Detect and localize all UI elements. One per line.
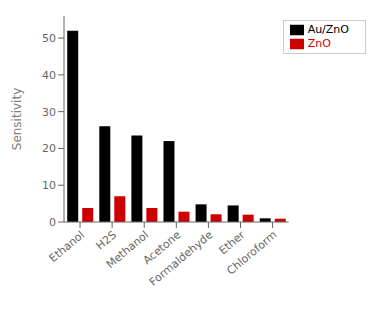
svg-text:Sensitivity: Sensitivity bbox=[10, 88, 24, 150]
svg-text:Formaldehyde: Formaldehyde bbox=[147, 228, 216, 289]
svg-text:Ethanol: Ethanol bbox=[47, 228, 87, 265]
svg-text:Methanol: Methanol bbox=[104, 228, 151, 271]
svg-text:10: 10 bbox=[42, 179, 56, 192]
svg-text:20: 20 bbox=[42, 142, 56, 155]
html-text:Au/ZnO: Au/ZnO bbox=[307, 23, 349, 36]
svg-text:Ether: Ether bbox=[216, 228, 248, 258]
svg-text:Chloroform: Chloroform bbox=[224, 228, 279, 277]
html-text:ZnO: ZnO bbox=[307, 37, 331, 50]
svg-text:40: 40 bbox=[42, 69, 56, 82]
svg-text:H2S: H2S bbox=[94, 228, 119, 252]
svg-text:50: 50 bbox=[42, 32, 56, 45]
svg-text:0: 0 bbox=[49, 216, 56, 229]
svg-text:Acetone: Acetone bbox=[140, 228, 184, 268]
svg-text:30: 30 bbox=[42, 106, 56, 119]
